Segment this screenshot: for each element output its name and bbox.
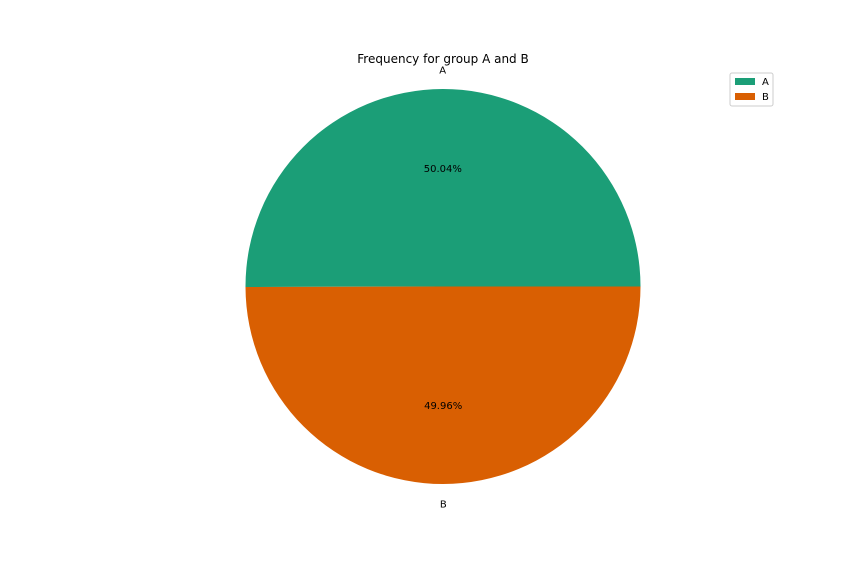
- chart-title: Frequency for group A and B: [357, 52, 528, 66]
- slice-pct-label-a: 50.04%: [424, 164, 462, 175]
- slice-label-a: A: [439, 65, 446, 76]
- legend-label-b: B: [762, 92, 769, 103]
- pie-labels: A 50.04% B 49.96%: [424, 65, 462, 510]
- pie-slice-a: [245, 88, 641, 287]
- legend-label-a: A: [762, 77, 769, 88]
- legend: AB: [729, 72, 774, 107]
- pie-slices: [245, 88, 641, 484]
- slice-pct-label-b: 49.96%: [424, 401, 462, 412]
- slice-label-b: B: [440, 500, 447, 511]
- legend-swatch-b: [735, 93, 755, 100]
- pie-slice-b: [245, 286, 641, 484]
- legend-swatch-a: [735, 78, 755, 85]
